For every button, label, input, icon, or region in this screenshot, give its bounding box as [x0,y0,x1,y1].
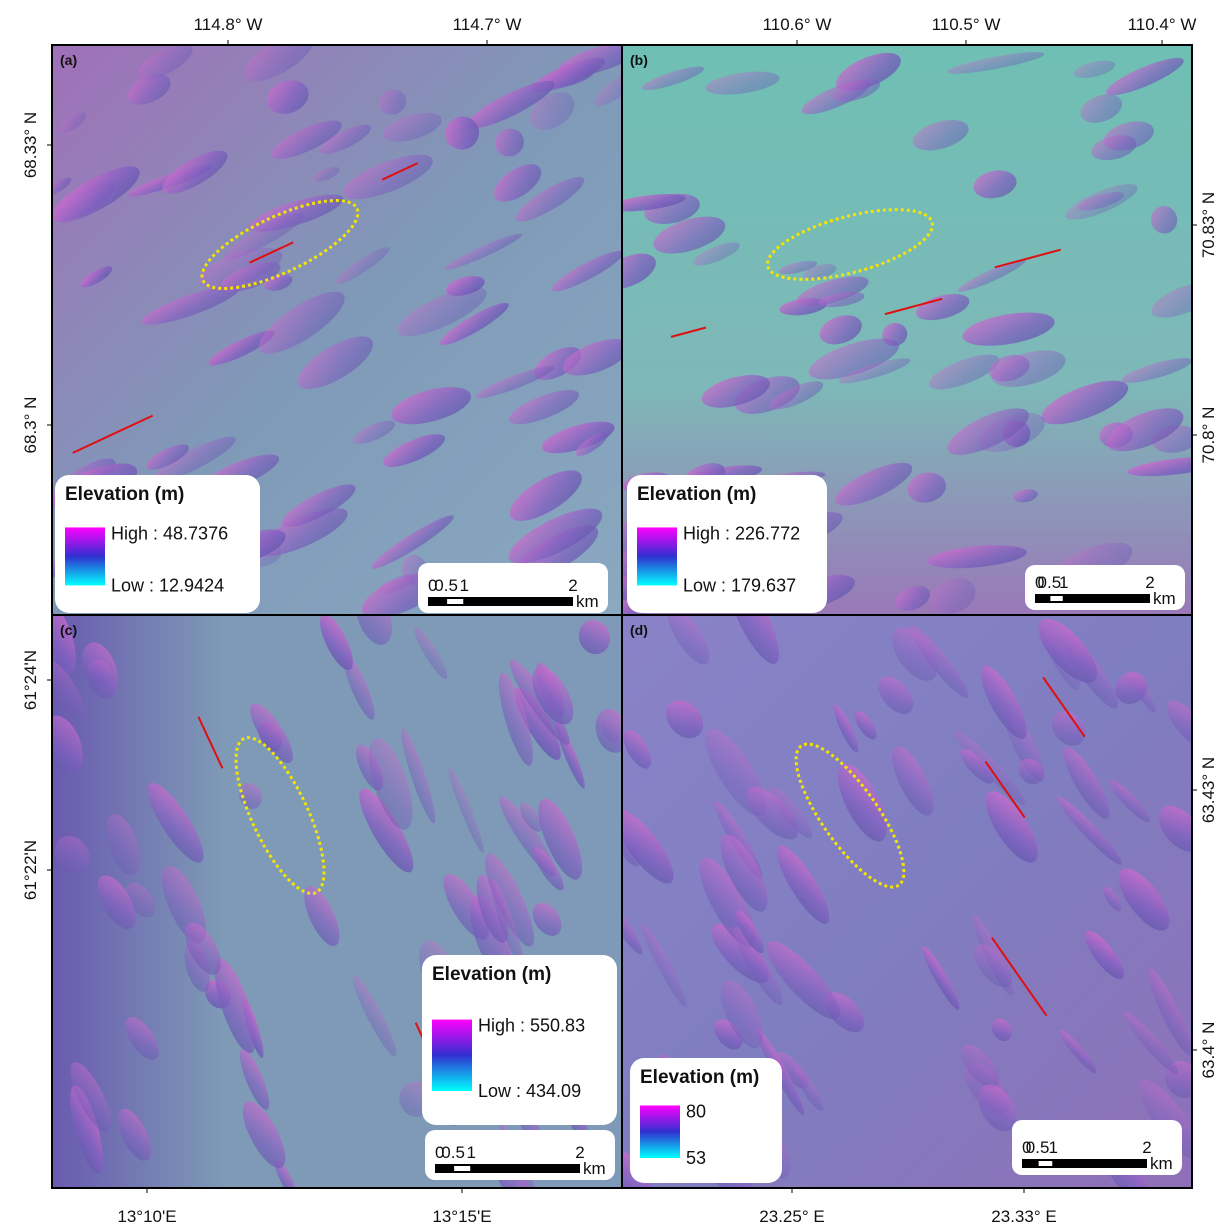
panel-label: (a) [60,52,77,68]
legend-title: Elevation (m) [65,484,184,505]
x-tick-label: 13°15'E [432,1207,491,1226]
panel-label: (b) [630,52,648,68]
y-tick-label: 70.83° N [1199,192,1218,258]
scale-bar-seg [1050,596,1062,601]
legend-high: 80 [686,1102,706,1122]
scale-label: 0.5 [434,576,458,595]
scale-label: 0.5 [441,1143,465,1162]
x-tick-label: 110.5° W [932,15,1001,34]
legend-high: High : 48.7376 [111,523,228,543]
legend-high: High : 226.772 [683,523,800,543]
scale-bar-seg [447,599,463,604]
legend-ramp [65,527,105,585]
x-tick-label: 114.8° W [194,15,263,34]
y-tick-label: 63.4° N [1199,1022,1218,1079]
scale-unit: km [1153,589,1176,608]
x-tick-label: 23.25° E [759,1207,824,1226]
scale-label: 1 [1049,1138,1058,1157]
legend-ramp [637,527,677,585]
y-tick-label: 68.33° N [21,112,40,178]
x-tick-label: 114.7° W [453,15,522,34]
scale-label: 1 [467,1143,476,1162]
legend-ramp [432,1020,472,1091]
scale-bar-seg [454,1166,470,1171]
x-tick-label: 23.33° E [991,1207,1056,1226]
y-tick-label: 68.3° N [21,397,40,454]
x-tick-label: 13°10'E [117,1207,176,1226]
figure: (a) 114.8° W 114.7° W 68.33° N 68.3° N Elevat… [0,0,1229,1230]
legend-low: Low : 12.9424 [111,575,224,595]
scale-unit: km [576,592,599,611]
legend-title: Elevation (m) [640,1067,759,1088]
x-tick-label: 110.6° W [763,15,832,34]
scale-label: 1 [460,576,469,595]
scale-bar-seg [1039,1161,1053,1166]
y-tick-label: 70.8° N [1199,407,1218,464]
legend-ramp [640,1106,680,1159]
scale-unit: km [1150,1154,1173,1173]
y-tick-label: 63.43° N [1199,757,1218,823]
panel-label: (d) [630,622,648,638]
legend-low: 53 [686,1148,706,1168]
legend-title: Elevation (m) [432,964,551,985]
legend-low: Low : 179.637 [683,575,796,595]
panel-label: (c) [60,622,77,638]
y-tick-label: 61°24'N [21,650,40,710]
scale-label: 1 [1059,573,1068,592]
legend-high: High : 550.83 [478,1016,585,1036]
x-tick-label: 110.4° W [1128,15,1197,34]
legend-title: Elevation (m) [637,484,756,505]
legend-low: Low : 434.09 [478,1081,581,1101]
y-tick-label: 61°22'N [21,840,40,900]
scale-label: 0.5 [1026,1138,1050,1157]
scale-label: 0.5 [1038,573,1062,592]
scale-unit: km [583,1159,606,1178]
